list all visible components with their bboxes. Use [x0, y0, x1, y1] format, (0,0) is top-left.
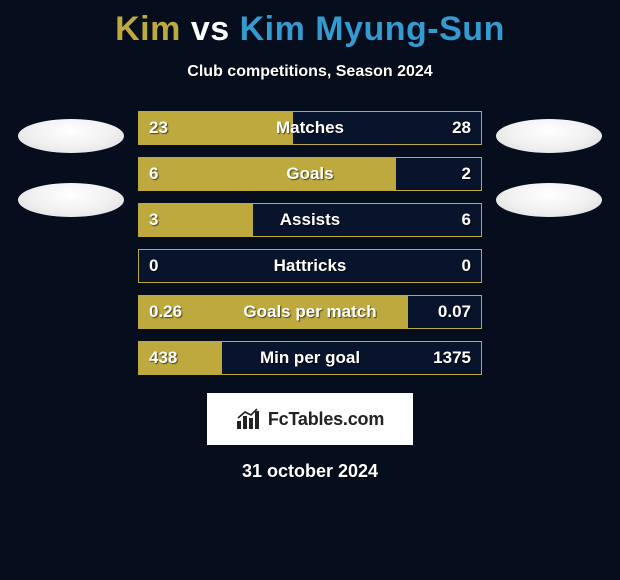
stat-value-right: 28: [452, 118, 471, 138]
page-title: Kim vs Kim Myung-Sun: [0, 0, 620, 49]
subtitle: Club competitions, Season 2024: [0, 63, 620, 81]
stat-value-left: 3: [149, 210, 158, 230]
date-text: 31 october 2024: [0, 461, 620, 482]
stat-value-right: 1375: [433, 348, 471, 368]
stat-bar: 0.26 Goals per match 0.07: [138, 295, 482, 329]
stat-label: Goals: [286, 164, 333, 184]
player-left-name: Kim: [115, 10, 181, 48]
stat-label: Matches: [276, 118, 344, 138]
stat-value-left: 0: [149, 256, 158, 276]
stat-bar: 6 Goals 2: [138, 157, 482, 191]
avatar-placeholder: [496, 119, 602, 153]
comparison-row: 23Matches286Goals23Assists60Hattricks00.…: [0, 111, 620, 375]
avatar-placeholder: [18, 183, 124, 217]
vs-text: vs: [191, 10, 230, 48]
source-logo[interactable]: FcTables.com: [207, 393, 413, 445]
logo-text: FcTables.com: [268, 409, 384, 430]
right-avatar-col: [496, 111, 602, 217]
avatar-placeholder: [18, 119, 124, 153]
stat-label: Goals per match: [243, 302, 376, 322]
stat-value-left: 0.26: [149, 302, 182, 322]
stat-bar: 3 Assists 6: [138, 203, 482, 237]
stat-value-right: 6: [462, 210, 471, 230]
stat-value-left: 6: [149, 164, 158, 184]
stat-label: Assists: [280, 210, 340, 230]
bar-fill-left: [139, 158, 396, 190]
bars-icon: [236, 408, 262, 430]
stat-value-left: 438: [149, 348, 177, 368]
stat-bar: 438 Min per goal 1375: [138, 341, 482, 375]
avatar-placeholder: [496, 183, 602, 217]
stat-value-right: 0.07: [438, 302, 471, 322]
stat-bar: 0 Hattricks 0: [138, 249, 482, 283]
player-right-name: Kim Myung-Sun: [240, 10, 505, 48]
stat-value-left: 23: [149, 118, 168, 138]
stat-label: Min per goal: [260, 348, 360, 368]
stat-bar: 23 Matches 28: [138, 111, 482, 145]
left-avatar-col: [18, 111, 124, 217]
stat-value-right: 0: [462, 256, 471, 276]
stat-bars: 23Matches286Goals23Assists60Hattricks00.…: [138, 111, 482, 375]
stat-value-right: 2: [462, 164, 471, 184]
stat-label: Hattricks: [274, 256, 347, 276]
